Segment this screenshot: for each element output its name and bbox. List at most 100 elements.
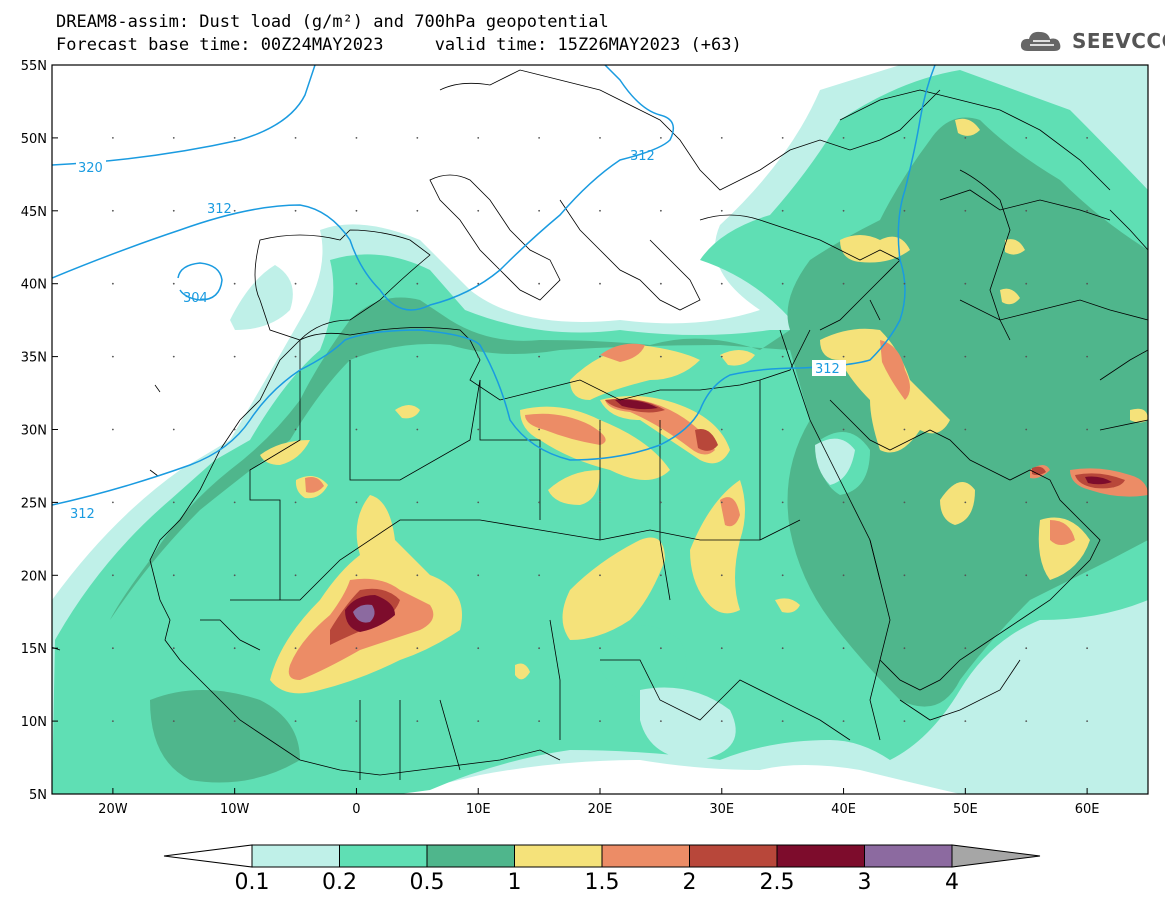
colorbar-segment [514,844,603,868]
grid-dot [416,428,419,431]
grid-dot [233,355,236,358]
grid-dot [842,137,845,139]
lat-tick-label: 5N [29,788,47,803]
grid-dot [599,355,601,358]
grid-dot [355,720,358,722]
grid-dot [659,428,662,431]
grid-dot [538,647,541,650]
grid-dot [538,282,541,285]
grid-dot [720,282,723,285]
grid-dot [416,282,419,285]
grid-dot [1086,720,1089,722]
grid-dot [720,574,723,577]
colorbar-label: 4 [945,870,959,895]
grid-dot [842,428,845,431]
grid-dot [1086,355,1089,358]
grid-dot [964,647,967,650]
grid-dot [233,209,236,212]
grid-dot [172,428,175,431]
grid-dot [781,501,784,504]
grid-dot [781,355,784,358]
grid-dot [599,137,601,139]
colorbar-label: 3 [858,870,872,895]
grid-dot [903,209,906,212]
dust-level-0.2-gap [600,625,687,700]
colorbar-segment [689,844,778,868]
colorbar-label: 0.2 [322,870,357,895]
grid-dot [1086,282,1089,285]
contour-label: 320 [78,161,103,176]
grid-dot [1025,355,1028,358]
grid-dot [1086,574,1089,577]
grid-dot [111,720,114,722]
grid-dot [538,720,541,722]
grid-dot [172,137,175,139]
grid-dot [294,574,297,577]
dust-level-0.5-area [150,690,300,783]
contour-label: 312 [630,149,655,164]
grid-dot [355,647,358,650]
grid-dot [1025,501,1028,504]
contour-label: 312 [70,507,95,522]
grid-dot [538,501,541,504]
grid-dot [1025,282,1028,285]
grid-dot [903,282,906,285]
grid-dot [294,355,297,358]
grid-dot [416,574,419,577]
dust-level-0.1-area [230,265,293,330]
grid-dot [903,428,906,431]
colorbar-high-arrow [951,844,1041,868]
grid-dot [172,574,175,577]
dust-level-0.5-area [110,117,1148,707]
dust-level-3-area [353,604,375,623]
grid-dot [111,647,114,650]
colorbar-segment [426,844,515,868]
grid-dot [781,137,784,139]
grid-dot [416,647,419,650]
grid-dot [964,137,967,139]
grid-dot [294,209,297,212]
grid-dot [477,501,480,504]
grid-dot [172,647,175,650]
grid-dot [111,355,114,358]
grid-dot [172,501,175,504]
grid-dot [1025,428,1028,431]
contour-312-mid [52,65,936,506]
lon-tick-label: 60E [1075,802,1100,817]
grid-dot [720,209,723,212]
lon-tick-label: 20W [98,802,128,817]
grid-dot [538,574,541,577]
grid-dot [1025,574,1028,577]
grid-dot [111,574,114,577]
colorbar-label: 2.5 [760,870,795,895]
grid-dot [233,137,236,139]
grid-dot [599,209,601,212]
lon-tick-label: 40E [831,802,856,817]
grid-dot [964,282,967,285]
grid-dot [1025,137,1028,139]
grid-dot [355,501,358,504]
lat-tick-label: 15N [21,642,47,657]
contour-labels: 320 312 312 304 312 312 [66,149,846,522]
grid-dot [1025,209,1028,212]
grid-dot [477,647,480,650]
grid-dot [294,137,297,139]
colorbar-segment [776,844,865,868]
grid-dot [538,355,541,358]
grid-dot [842,574,845,577]
colorbar: 0.1 0.2 0.5 1 1.5 2 2.5 3 4 [163,844,1041,895]
grid-dot [294,720,297,722]
grid-dot [903,501,906,504]
grid-dot [842,209,845,212]
grid-dot [599,720,601,722]
grid-dot [1086,137,1089,139]
lon-tick-label: 30E [709,802,734,817]
grid-dot [233,720,236,722]
lat-tick-label: 50N [21,132,47,147]
grid-dot [1025,647,1028,650]
grid-dot [477,428,480,431]
grid-dot [781,574,784,577]
longitude-axis: 20W 10W 0 10E 20E 30E 40E 50E 60E [98,788,1099,817]
grid-dot [903,574,906,577]
grid-dot [416,355,419,358]
